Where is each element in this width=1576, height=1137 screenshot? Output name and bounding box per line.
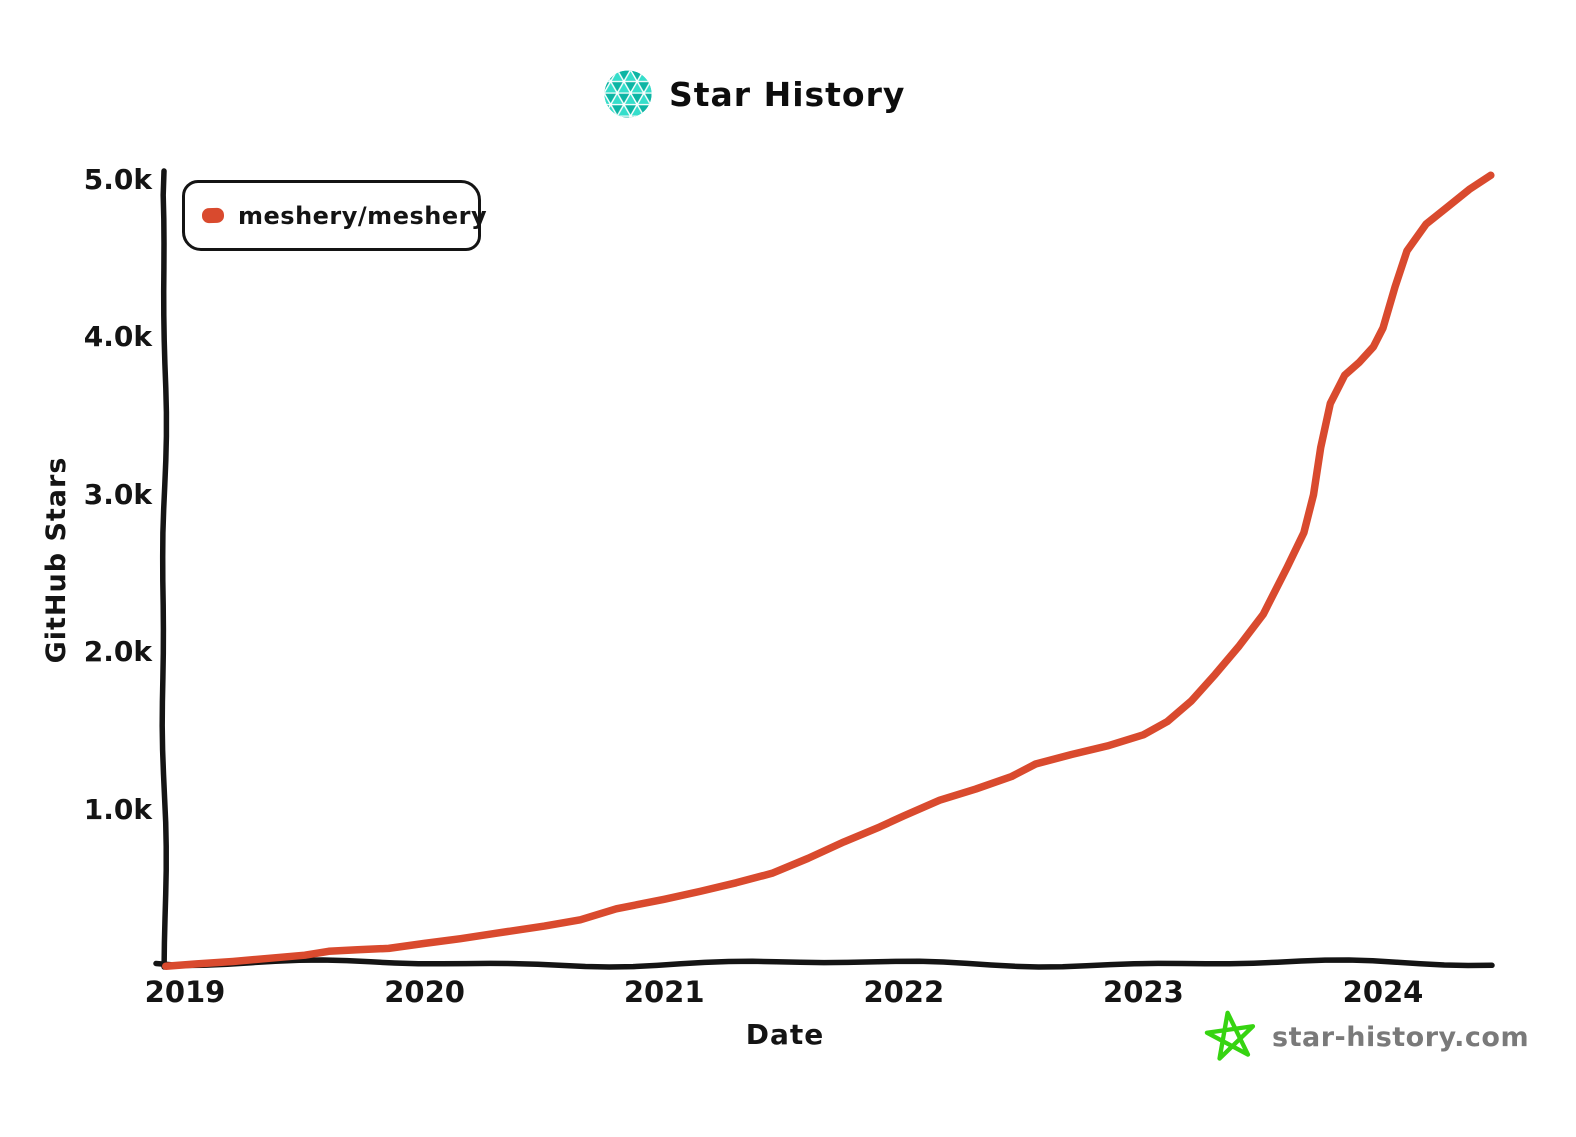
x-tick-label: 2024: [1342, 975, 1424, 1009]
x-axis-title: Date: [745, 1018, 825, 1051]
y-tick-label: 3.0k: [83, 477, 152, 511]
x-tick-label: 2020: [384, 975, 465, 1009]
x-tick-label: 2019: [144, 975, 226, 1009]
y-tick-label: 1.0k: [83, 792, 152, 826]
legend: meshery/meshery: [182, 180, 487, 251]
x-tick-label: 2021: [623, 975, 705, 1009]
star-icon-path: [1204, 1010, 1256, 1061]
site-label: star-history.com: [1272, 1021, 1530, 1053]
y-tick-label: 2.0k: [83, 635, 152, 669]
chart-title: Star History: [669, 74, 906, 114]
y-tick-label: 5.0k: [83, 163, 152, 196]
legend-series-label: meshery/meshery: [238, 201, 488, 230]
legend-marker: [201, 207, 225, 224]
star-history-logo-icon: [604, 70, 652, 118]
y-tick-label: 4.0k: [83, 320, 152, 354]
chart-header: Star History: [604, 70, 905, 118]
y-axis-line: [159, 168, 170, 970]
star-icon: [1204, 1010, 1256, 1061]
x-axis-line: [153, 957, 1495, 970]
series-line-meshery: [162, 171, 1495, 970]
y-axis-title: GitHub Stars: [41, 456, 72, 664]
x-tick-label: 2022: [863, 975, 945, 1009]
footer-branding: star-history.com: [1204, 1010, 1529, 1064]
x-tick-label: 2023: [1103, 975, 1184, 1009]
